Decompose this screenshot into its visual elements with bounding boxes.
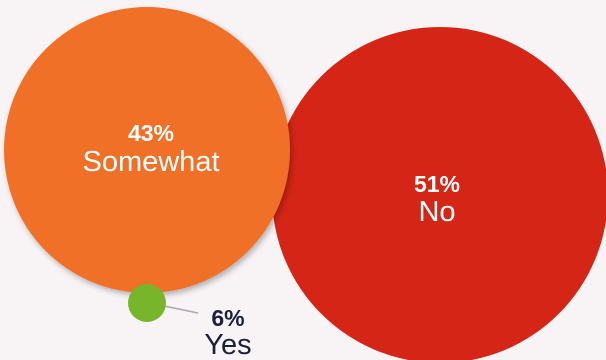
yes-connector-line bbox=[163, 305, 199, 314]
no-category-label: No bbox=[418, 196, 455, 228]
yes-percent-label: 6% bbox=[211, 305, 244, 331]
bubble-somewhat bbox=[4, 7, 290, 293]
bubble-yes bbox=[128, 284, 166, 322]
somewhat-percent-label: 43% bbox=[128, 120, 174, 146]
bubble-no bbox=[272, 27, 606, 360]
somewhat-category-label: Somewhat bbox=[82, 146, 219, 178]
yes-category-label: Yes bbox=[204, 329, 251, 360]
no-percent-label: 51% bbox=[414, 171, 460, 197]
